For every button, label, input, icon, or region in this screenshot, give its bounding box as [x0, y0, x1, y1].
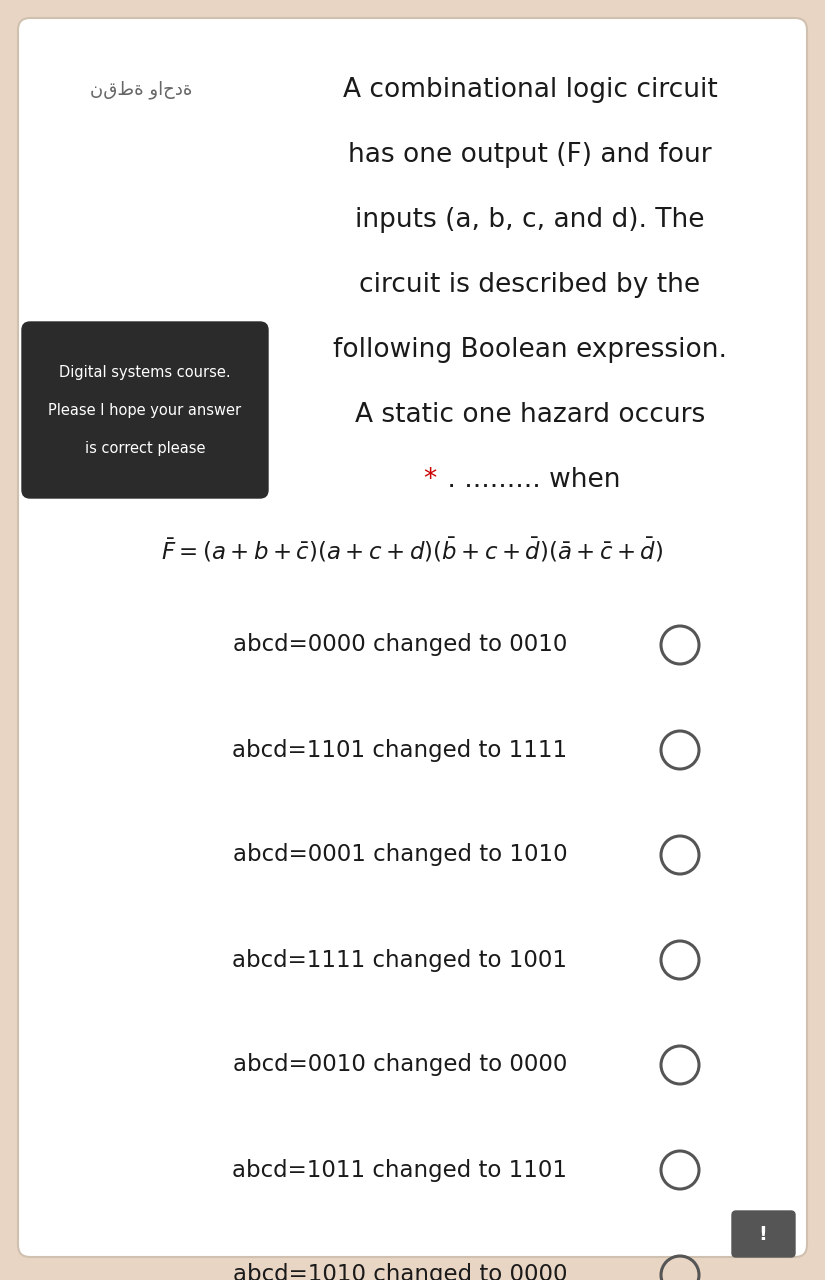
- Text: abcd=1011 changed to 1101: abcd=1011 changed to 1101: [233, 1158, 568, 1181]
- Text: abcd=0001 changed to 1010: abcd=0001 changed to 1010: [233, 844, 568, 867]
- Text: abcd=1101 changed to 1111: abcd=1101 changed to 1111: [233, 739, 568, 762]
- Text: . ......... when: . ......... when: [439, 467, 620, 493]
- Text: following Boolean expression.: following Boolean expression.: [333, 337, 727, 364]
- Text: is correct please: is correct please: [85, 440, 205, 456]
- Text: A static one hazard occurs: A static one hazard occurs: [355, 402, 705, 428]
- Text: abcd=1010 changed to 0000: abcd=1010 changed to 0000: [233, 1263, 568, 1280]
- Text: Digital systems course.: Digital systems course.: [59, 365, 231, 379]
- Text: abcd=1111 changed to 1001: abcd=1111 changed to 1001: [233, 948, 568, 972]
- Text: has one output (F) and four: has one output (F) and four: [348, 142, 712, 168]
- Text: abcd=0010 changed to 0000: abcd=0010 changed to 0000: [233, 1053, 568, 1076]
- FancyBboxPatch shape: [732, 1211, 795, 1257]
- Text: *: *: [423, 467, 436, 493]
- Text: $\bar{F} = (a + b + \bar{c})(a + c + d)(\bar{b} + c + \bar{d})(\bar{a} + \bar{c}: $\bar{F} = (a + b + \bar{c})(a + c + d)(…: [161, 536, 663, 564]
- Text: Please I hope your answer: Please I hope your answer: [49, 402, 242, 417]
- Text: A combinational logic circuit: A combinational logic circuit: [342, 77, 718, 102]
- Text: نقطة واحدة: نقطة واحدة: [90, 81, 192, 100]
- Text: !: !: [758, 1225, 767, 1243]
- Text: inputs (a, b, c, and d). The: inputs (a, b, c, and d). The: [356, 207, 705, 233]
- Text: circuit is described by the: circuit is described by the: [360, 271, 700, 298]
- FancyBboxPatch shape: [22, 323, 268, 498]
- FancyBboxPatch shape: [18, 18, 807, 1257]
- Text: abcd=0000 changed to 0010: abcd=0000 changed to 0010: [233, 634, 568, 657]
